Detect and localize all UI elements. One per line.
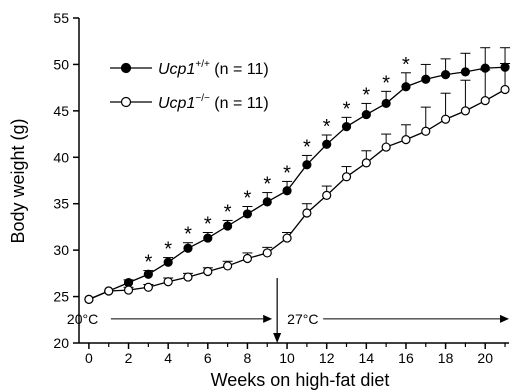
y-tick-label: 40 <box>53 149 69 165</box>
data-point <box>203 266 213 277</box>
significance-star: * <box>184 224 192 246</box>
data-point <box>163 277 173 287</box>
x-tick-label: 8 <box>244 350 252 366</box>
temperature-annotations: 20°C 27°C <box>67 278 510 343</box>
data-point <box>143 269 153 279</box>
x-ticks: 0 2 4 6 8 10 12 14 16 18 20 <box>85 343 506 366</box>
data-point <box>203 233 213 243</box>
x-tick-label: 6 <box>204 350 212 366</box>
significance-star: * <box>362 84 370 106</box>
annotation-label: 27°C <box>287 311 318 327</box>
y-tick-label: 30 <box>53 242 69 258</box>
significance-star: * <box>303 136 311 158</box>
data-point <box>322 190 332 200</box>
data-point <box>401 82 411 92</box>
data-point <box>123 285 134 295</box>
x-tick-label: 16 <box>398 350 414 366</box>
data-point <box>163 257 173 267</box>
significance-star: * <box>244 188 252 210</box>
annotation-arrow-head <box>263 314 273 323</box>
x-tick-label: 2 <box>125 350 133 366</box>
data-point <box>460 106 471 116</box>
data-point <box>460 67 471 77</box>
switch-arrow-head <box>273 333 282 343</box>
data-point <box>440 70 451 80</box>
significance-star: * <box>263 174 271 196</box>
data-point <box>322 139 332 149</box>
data-point <box>123 278 134 288</box>
data-point <box>242 253 253 264</box>
legend-marker <box>120 96 132 108</box>
annotation-label: 20°C <box>67 311 98 327</box>
significance-star: * <box>144 252 152 274</box>
x-tick-label: 12 <box>319 350 335 366</box>
x-tick-label: 20 <box>477 350 493 366</box>
data-point <box>361 109 371 120</box>
data-point <box>262 197 272 207</box>
significance-stars: * * * * * * * * * * * * * * <box>144 54 410 274</box>
data-point <box>183 243 193 253</box>
data-point <box>341 172 352 182</box>
y-tick-label: 50 <box>53 56 69 72</box>
data-point <box>183 272 193 282</box>
data-point <box>401 135 411 145</box>
data-point <box>361 158 371 168</box>
x-tick-label: 14 <box>359 350 375 366</box>
data-point <box>223 221 233 231</box>
annotation-arrow-head <box>500 314 510 323</box>
significance-star: * <box>283 162 291 184</box>
data-point <box>84 294 94 304</box>
y-tick-label: 20 <box>53 335 69 351</box>
series-ucp1-knockout <box>84 63 511 304</box>
significance-star: * <box>164 239 172 261</box>
data-point <box>223 261 233 271</box>
y-tick-label: 45 <box>53 103 69 119</box>
legend-label: Ucp1+/+ (n = 11) <box>158 59 269 78</box>
data-point <box>440 114 451 124</box>
legend-label: Ucp1−/− (n = 11) <box>158 93 269 112</box>
x-tick-label: 4 <box>164 350 172 366</box>
significance-star: * <box>224 201 232 223</box>
y-tick-label: 25 <box>53 289 69 305</box>
data-point <box>302 208 312 218</box>
data-point <box>282 186 292 196</box>
significance-star: * <box>343 98 351 120</box>
data-point <box>381 142 391 152</box>
series-line <box>88 66 506 300</box>
series-layer <box>84 47 511 304</box>
significance-star: * <box>402 54 410 76</box>
data-point <box>302 160 312 170</box>
data-point <box>421 126 431 136</box>
y-ticks: 20 25 30 35 40 45 50 55 <box>53 10 79 351</box>
data-point <box>381 98 391 109</box>
axes <box>78 18 509 344</box>
y-tick-label: 35 <box>53 196 69 212</box>
data-point <box>341 122 352 132</box>
x-tick-label: 18 <box>438 350 454 366</box>
data-point <box>480 96 490 106</box>
x-tick-label: 0 <box>85 350 93 366</box>
data-point <box>282 233 292 243</box>
data-point <box>262 248 272 258</box>
data-point <box>143 282 153 292</box>
data-point <box>421 74 431 84</box>
data-point <box>500 84 510 95</box>
series-line <box>88 88 506 300</box>
x-axis-title: Weeks on high-fat diet <box>211 370 390 390</box>
data-point <box>104 286 114 296</box>
legend: Ucp1+/+ (n = 11) Ucp1−/− (n = 11) <box>110 59 269 112</box>
y-tick-label: 55 <box>53 10 69 26</box>
significance-star: * <box>204 214 212 236</box>
x-tick-label: 10 <box>279 350 295 366</box>
significance-star: * <box>382 72 390 94</box>
y-axis-title: Body weight (g) <box>8 118 28 243</box>
legend-marker <box>120 62 132 74</box>
data-point <box>242 209 253 219</box>
significance-star: * <box>323 116 331 138</box>
